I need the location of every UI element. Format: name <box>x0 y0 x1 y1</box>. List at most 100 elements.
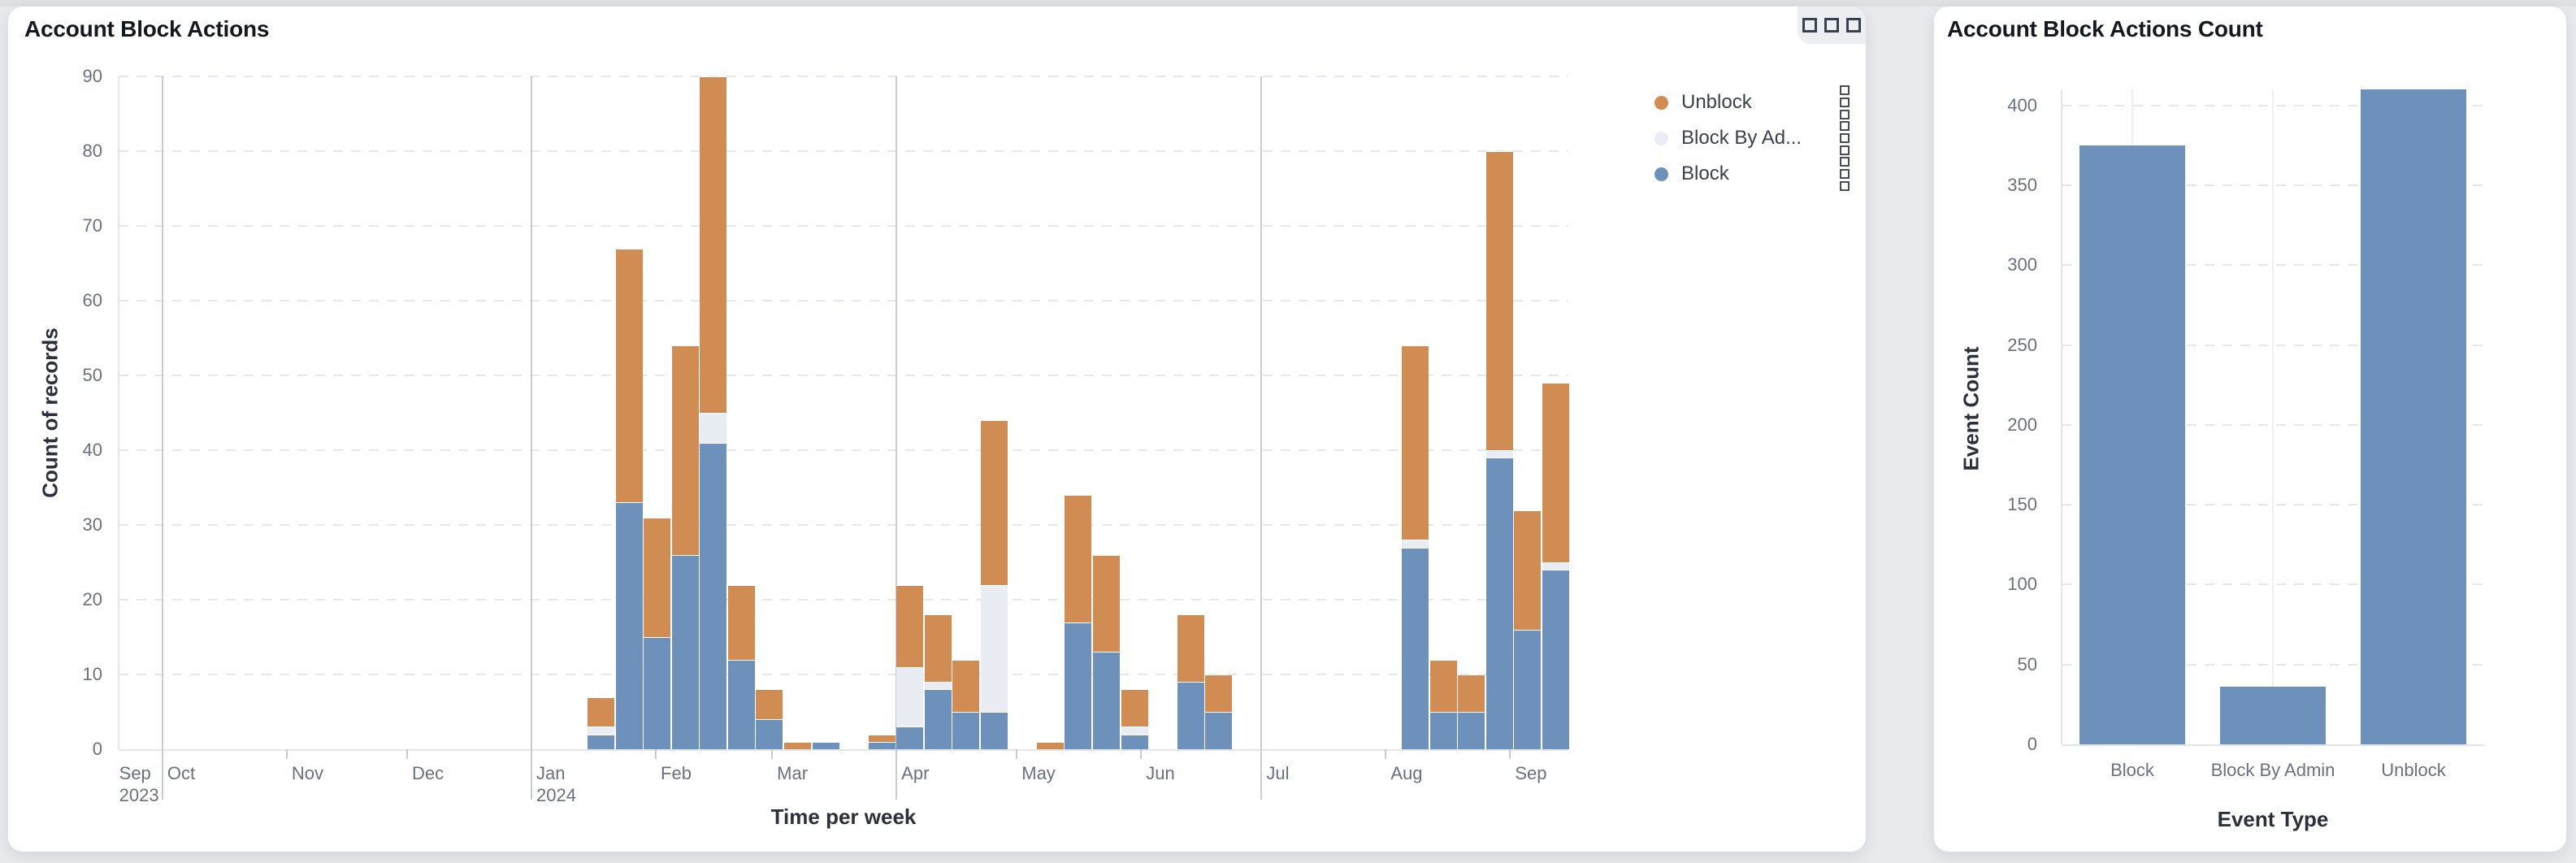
bar-week-2024-08-12[interactable] <box>1429 76 1457 749</box>
bar-segment-block[interactable] <box>1542 570 1569 749</box>
bar-week-2024-05-20[interactable] <box>1093 76 1121 749</box>
bar-segment-block-by-admin[interactable] <box>1121 726 1148 735</box>
card-account-block-actions: Account Block Actions 0 10 20 30 40 50 60 70 80 9… <box>8 7 1866 852</box>
bar-segment-block-by-admin[interactable] <box>1542 562 1569 570</box>
bar-week-2024-03-04[interactable] <box>783 76 811 749</box>
legend-item-block-by-ad-[interactable]: Block By Ad... <box>1654 120 1856 156</box>
bar-segment-unblock[interactable] <box>1458 674 1485 712</box>
bar-segment-unblock[interactable] <box>783 741 811 749</box>
bar-segment-unblock[interactable] <box>896 584 924 667</box>
bar-segment-block[interactable] <box>727 659 755 749</box>
bar-segment-block[interactable] <box>980 712 1008 749</box>
bar-segment-unblock[interactable] <box>1036 741 1064 749</box>
bar-week-2024-05-13[interactable] <box>1065 76 1092 749</box>
bar-segment-block[interactable] <box>588 734 615 749</box>
bar-segment-block[interactable] <box>1402 547 1429 749</box>
bar-segment-unblock[interactable] <box>671 345 699 555</box>
bar-segment-block[interactable] <box>1121 734 1148 749</box>
bar-week-2024-05-27[interactable] <box>1121 76 1148 749</box>
bar-segment-unblock[interactable] <box>1542 383 1569 562</box>
legend-menu-icon[interactable] <box>1840 157 1850 191</box>
bar-week-2024-06-10[interactable] <box>1177 76 1204 749</box>
bar-segment-unblock[interactable] <box>1177 614 1204 683</box>
bar-week-2024-02-19[interactable] <box>727 76 755 749</box>
card-menu-button[interactable] <box>1798 7 1866 44</box>
y-axis-title-2: Event Count <box>1958 346 1984 471</box>
bar-week-2024-03-25[interactable] <box>868 76 896 749</box>
bar-week-2024-01-22[interactable] <box>615 76 643 749</box>
bar-segment-block[interactable] <box>1065 622 1092 749</box>
bar-week-2024-09-09[interactable] <box>1542 76 1569 749</box>
bar-block-by-admin[interactable] <box>2220 687 2326 744</box>
bar-segment-unblock[interactable] <box>588 696 615 727</box>
bar-segment-unblock[interactable] <box>1485 151 1513 450</box>
bar-week-2024-04-15[interactable] <box>952 76 980 749</box>
bar-week-2024-09-02[interactable] <box>1514 76 1542 749</box>
bar-segment-unblock[interactable] <box>1093 554 1121 653</box>
bar-segment-unblock[interactable] <box>1121 689 1148 727</box>
bar-segment-unblock[interactable] <box>727 584 755 660</box>
bar-week-2024-08-26[interactable] <box>1485 76 1513 749</box>
bar-segment-block[interactable] <box>756 719 783 749</box>
bar-week-2024-08-05[interactable] <box>1402 76 1429 749</box>
bar-segment-block[interactable] <box>700 442 727 749</box>
bar-week-2024-08-19[interactable] <box>1458 76 1485 749</box>
bar-segment-unblock[interactable] <box>952 659 980 712</box>
bar-segment-unblock[interactable] <box>868 734 896 742</box>
bar-segment-unblock[interactable] <box>1402 345 1429 540</box>
legend-item-unblock[interactable]: Unblock <box>1654 85 1856 120</box>
bar-segment-block[interactable] <box>1177 682 1204 749</box>
legend-menu-icon[interactable] <box>1840 121 1850 155</box>
bar-week-2024-06-17[interactable] <box>1205 76 1233 749</box>
bar-segment-block[interactable] <box>1485 458 1513 749</box>
legend-menu-icon[interactable] <box>1840 85 1850 119</box>
y-tick-label: 0 <box>2027 734 2037 754</box>
bar-segment-block[interactable] <box>671 554 699 749</box>
bar-segment-unblock[interactable] <box>700 76 727 413</box>
bar-segment-block[interactable] <box>1093 652 1121 749</box>
bar-segment-block[interactable] <box>812 741 839 749</box>
bar-week-2024-04-22[interactable] <box>980 76 1008 749</box>
bar-segment-unblock[interactable] <box>1429 659 1457 712</box>
bar-segment-block[interactable] <box>896 726 924 749</box>
bar-segment-block[interactable] <box>1458 712 1485 749</box>
bar-week-2024-01-29[interactable] <box>644 76 671 749</box>
bar-week-2024-02-26[interactable] <box>756 76 783 749</box>
bar-week-2024-04-08[interactable] <box>924 76 952 749</box>
bar-segment-block-by-admin[interactable] <box>588 726 615 735</box>
bar-segment-unblock[interactable] <box>980 420 1008 585</box>
bar-segment-block[interactable] <box>1429 712 1457 749</box>
bar-segment-block[interactable] <box>924 689 952 749</box>
bar-segment-block-by-admin[interactable] <box>924 682 952 690</box>
bar-week-2024-02-12[interactable] <box>700 76 727 749</box>
bar-segment-unblock[interactable] <box>615 248 643 503</box>
bar-segment-block-by-admin[interactable] <box>980 584 1008 712</box>
bar-segment-block[interactable] <box>1205 712 1233 749</box>
bar-segment-unblock[interactable] <box>924 614 952 683</box>
bar-segment-block[interactable] <box>644 637 671 749</box>
bar-segment-block-by-admin[interactable] <box>1402 540 1429 548</box>
y-tick-label: 350 <box>2007 174 2037 195</box>
legend-item-block[interactable]: Block <box>1654 156 1856 192</box>
bar-week-2024-03-11[interactable] <box>812 76 839 749</box>
bar-segment-unblock[interactable] <box>1205 674 1233 712</box>
y-axis-line <box>2061 89 2062 744</box>
bar-segment-block-by-admin[interactable] <box>700 413 727 443</box>
bar-segment-block-by-admin[interactable] <box>1485 450 1513 458</box>
x-tick-label: Dec <box>411 763 445 783</box>
bar-week-2024-05-06[interactable] <box>1036 76 1064 749</box>
bar-segment-unblock[interactable] <box>644 517 671 637</box>
bar-segment-block[interactable] <box>1514 629 1542 749</box>
bar-week-2024-01-15[interactable] <box>588 76 615 749</box>
bar-segment-block[interactable] <box>868 741 896 749</box>
bar-segment-block[interactable] <box>952 712 980 749</box>
bar-segment-block-by-admin[interactable] <box>896 666 924 727</box>
bar-segment-block[interactable] <box>615 502 643 749</box>
bar-segment-unblock[interactable] <box>756 689 783 720</box>
bar-unblock[interactable] <box>2361 89 2466 744</box>
bar-segment-unblock[interactable] <box>1514 510 1542 630</box>
bar-week-2024-04-01[interactable] <box>896 76 924 749</box>
bar-block[interactable] <box>2079 145 2185 744</box>
bar-week-2024-02-05[interactable] <box>671 76 699 749</box>
bar-segment-unblock[interactable] <box>1065 495 1092 622</box>
